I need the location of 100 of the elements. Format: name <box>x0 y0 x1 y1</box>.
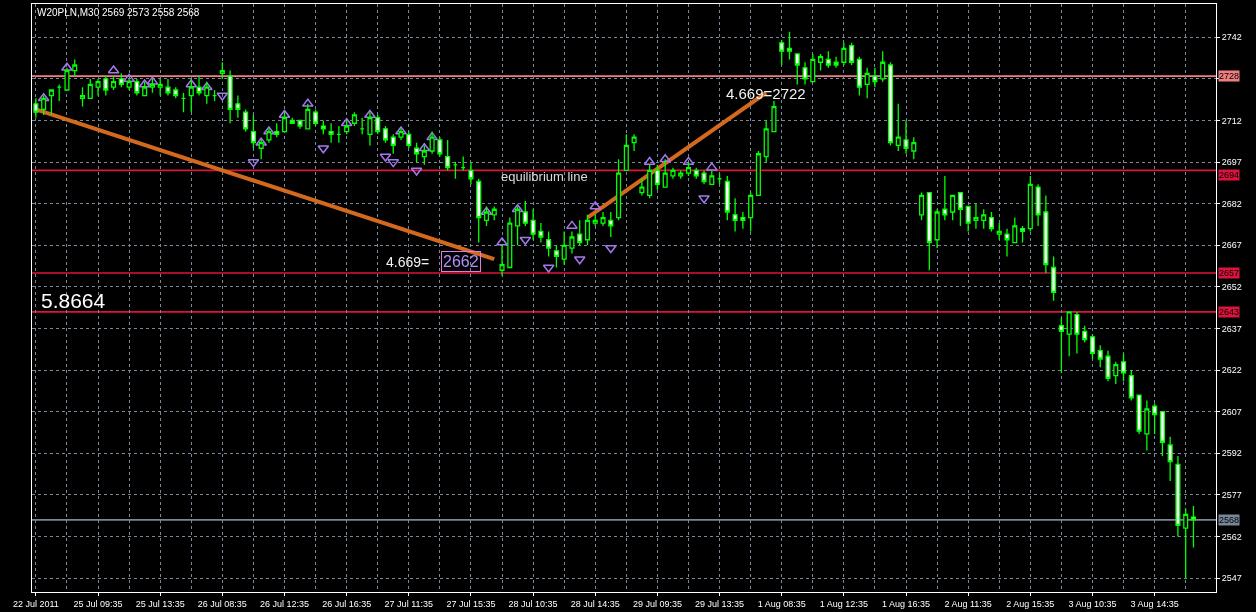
candlestick <box>491 205 497 221</box>
candlestick <box>678 169 684 180</box>
candlestick <box>903 119 909 155</box>
candlestick <box>934 208 940 249</box>
annotation: 4.669=2722 <box>726 85 806 102</box>
candlestick <box>522 200 528 227</box>
candlestick <box>196 75 202 97</box>
candlestick <box>950 194 956 221</box>
candlestick <box>965 205 971 233</box>
y-tick-label: 2652 <box>1221 282 1242 293</box>
candlestick <box>1020 225 1026 244</box>
x-tick-label: 1 Aug 08:35 <box>757 598 806 609</box>
candlestick <box>375 114 381 136</box>
candlestick <box>274 122 280 138</box>
x-tick-label: 25 Jul 09:35 <box>73 598 123 609</box>
candlestick <box>600 211 606 227</box>
candlestick <box>546 230 552 258</box>
candlestick <box>336 125 342 144</box>
candlestick <box>351 111 357 127</box>
candlestick <box>344 119 350 136</box>
candlestick <box>1051 255 1057 302</box>
candlestick <box>685 161 692 177</box>
candlestick <box>429 130 435 155</box>
candlestick <box>561 230 567 266</box>
candlestick <box>173 86 179 99</box>
candlestick <box>1089 333 1096 360</box>
candlestick <box>670 166 676 180</box>
y-tick-label: 2742 <box>1221 32 1242 43</box>
ref-line-label: 2568 <box>1219 515 1240 525</box>
candlestick <box>476 178 482 244</box>
candlestick <box>250 114 256 149</box>
point <box>480 206 493 216</box>
candlestick <box>406 130 412 149</box>
candlestick <box>942 175 948 221</box>
x-tick-label: 2 Aug 15:35 <box>1006 598 1055 609</box>
candlestick <box>499 244 505 277</box>
candlestick <box>616 158 622 221</box>
candlestick <box>981 208 987 230</box>
candlestick <box>1183 508 1189 579</box>
chart-title: W20PLN,M30 2569 2573 2558 2568 <box>37 6 200 18</box>
y-tick-label: 2547 <box>1221 573 1242 584</box>
candlestick <box>608 211 614 238</box>
candlestick <box>111 75 117 91</box>
x-tick-label: 3 Aug 10:35 <box>1068 598 1117 609</box>
candlestick <box>87 78 93 99</box>
point <box>426 131 439 141</box>
candlestick <box>732 197 738 233</box>
candlestick <box>988 211 995 233</box>
candlestick <box>1167 436 1173 482</box>
x-tick-label: 28 Jul 10:35 <box>508 598 558 609</box>
candlestick <box>460 155 466 172</box>
x-tick-label: 1 Aug 16:35 <box>882 598 931 609</box>
candlestick <box>849 42 855 66</box>
candlestick <box>569 230 575 255</box>
candlestick <box>856 56 862 97</box>
candlestick <box>654 164 660 191</box>
candlestick <box>1105 350 1111 382</box>
candlestick <box>281 111 288 133</box>
candlestick <box>926 191 932 271</box>
y-tick-label: 2697 <box>1221 157 1242 168</box>
candlestick <box>577 219 583 246</box>
candlestick <box>755 150 761 197</box>
candlestick <box>515 205 521 246</box>
candlestick <box>864 67 870 99</box>
candlestick <box>328 122 334 144</box>
x-tick-label: 3 Aug 14:35 <box>1130 598 1179 609</box>
candlestick <box>825 50 831 69</box>
y-tick-label: 2682 <box>1221 198 1242 209</box>
candlestick <box>118 72 124 88</box>
candlestick <box>1082 325 1088 344</box>
candlestick <box>1136 394 1142 435</box>
candlestick <box>584 214 591 246</box>
x-tick-label: 27 Jul 15:35 <box>446 598 496 609</box>
point <box>263 126 275 135</box>
point <box>643 156 656 166</box>
candlestick <box>1121 352 1127 382</box>
y-tick-label: 2712 <box>1221 115 1242 126</box>
candlestick <box>235 94 241 119</box>
y-tick-label: 2622 <box>1221 365 1242 376</box>
point <box>418 142 431 152</box>
candlestick <box>1152 402 1158 435</box>
candlestick <box>779 39 785 66</box>
candlestick <box>414 142 420 163</box>
candlestick <box>1074 311 1080 355</box>
y-tick-label: 2577 <box>1221 490 1242 501</box>
candlestick <box>212 89 218 102</box>
candlestick <box>724 175 730 221</box>
candlestick <box>64 67 70 91</box>
candlestick <box>79 86 86 108</box>
candlestick <box>227 69 233 124</box>
candlestick <box>134 78 140 97</box>
annotation: equilibrium line <box>501 169 588 184</box>
candlestick <box>421 144 427 166</box>
candlestick <box>266 128 272 144</box>
candlestick <box>103 75 109 97</box>
candlestick <box>149 78 155 94</box>
candlestick <box>305 103 311 130</box>
candlestick <box>445 139 451 172</box>
candlestick <box>313 108 319 127</box>
candlestick <box>841 42 847 66</box>
